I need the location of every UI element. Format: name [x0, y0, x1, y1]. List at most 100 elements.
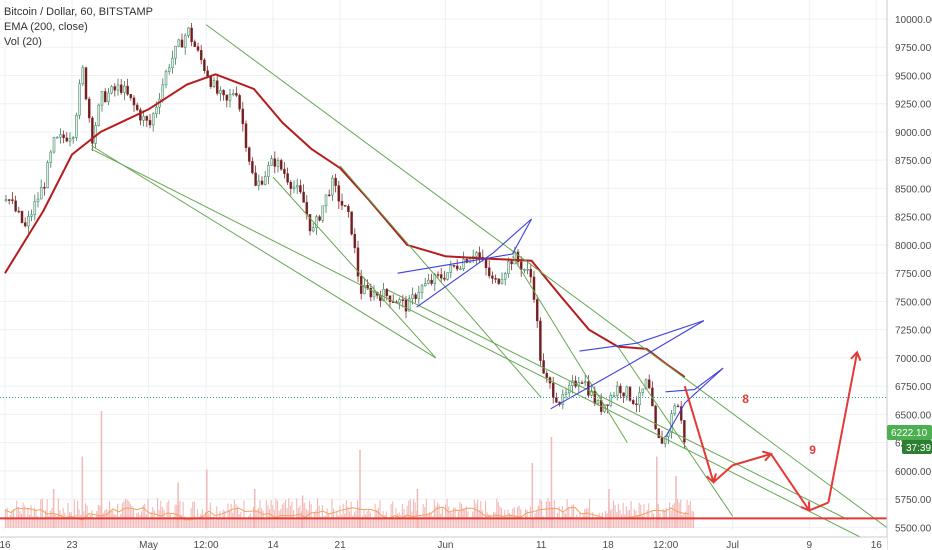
candle-body [251, 161, 254, 174]
volume-bar [643, 503, 645, 528]
volume-bar [387, 519, 389, 528]
volume-bar [245, 518, 247, 528]
volume-bar [433, 499, 435, 528]
candle-body [148, 120, 152, 126]
volume-bar [541, 500, 543, 528]
projection-segment [827, 352, 859, 503]
candle-body [503, 273, 507, 280]
candle-body [247, 147, 251, 162]
candle-body [171, 57, 174, 69]
volume-bar [291, 501, 293, 528]
volume-bar [285, 499, 287, 528]
volume-bar [558, 506, 560, 528]
candle-body [129, 93, 133, 99]
volume-bar [21, 513, 23, 528]
volume-bar [213, 516, 215, 528]
volume-bar [483, 518, 485, 528]
y-tick-label: 6750.00 [895, 382, 932, 393]
volume-bar [67, 502, 69, 528]
volume-bar [576, 514, 578, 528]
volume-bar [246, 518, 248, 528]
candle-body [119, 84, 123, 93]
volume-bar [237, 505, 239, 528]
x-tick-label: Jun [437, 540, 453, 550]
volume-bar [366, 511, 368, 528]
volume-bar [136, 512, 138, 528]
volume-bar [488, 514, 490, 528]
volume-bar [113, 514, 115, 528]
volume-bar [635, 510, 637, 528]
volume-bar [16, 500, 18, 528]
volume-bar [185, 519, 187, 528]
candle-body [142, 116, 145, 121]
volume-bar [393, 519, 395, 528]
volume-spike [608, 489, 610, 528]
volume-bar [168, 500, 170, 528]
y-tick-label: 9750.00 [895, 43, 932, 54]
volume-bar [649, 518, 651, 528]
volume-bar [160, 500, 162, 528]
y-tick-label: 6500.00 [895, 410, 932, 421]
volume-bar [521, 517, 523, 528]
volume-bar [131, 505, 133, 528]
candle-body [132, 97, 136, 106]
candle-body [30, 214, 33, 217]
volume-bar [169, 514, 171, 528]
volume-bar [397, 513, 399, 528]
candle-body [292, 186, 296, 189]
volume-bar [208, 513, 210, 528]
price-tag [887, 425, 932, 440]
volume-bar [544, 519, 546, 528]
volume-bar [678, 502, 680, 528]
volume-bar [573, 504, 575, 528]
rising-wedge-line [416, 218, 532, 308]
candle-body [212, 80, 216, 88]
volume-spike [301, 495, 304, 528]
candle-body [222, 89, 225, 96]
legend-volume[interactable]: Vol (20) [4, 36, 42, 48]
trend-channel-line [512, 255, 628, 443]
volume-bar [203, 518, 205, 528]
candle-body [180, 39, 184, 48]
legend-title[interactable]: Bitcoin / Dollar, 60, BITSTAMP [4, 6, 153, 18]
candle-body [71, 137, 75, 139]
candle-body [14, 200, 17, 212]
volume-bar [141, 511, 143, 528]
volume-bar [411, 511, 413, 528]
candle-body [596, 400, 600, 404]
time-axis-bg [0, 537, 887, 550]
volume-bar [374, 503, 376, 528]
volume-bar [144, 503, 146, 528]
volume-bar [582, 514, 584, 528]
volume-bar [150, 512, 152, 528]
candle-body [487, 267, 491, 277]
volume-bar [19, 510, 21, 528]
volume-bar [555, 519, 557, 528]
candle-body [414, 294, 417, 299]
volume-bar [349, 511, 351, 528]
grid [0, 0, 887, 530]
volume-bar [139, 515, 141, 528]
volume-bar [193, 501, 195, 528]
volume-bar [225, 519, 227, 528]
volume-bar [86, 505, 88, 528]
volume-bar [534, 513, 536, 528]
volume-bar [353, 512, 355, 528]
volume-bar [329, 519, 331, 528]
price-axis-bg [887, 0, 932, 550]
volume-bar [456, 517, 458, 528]
volume-bar [472, 511, 474, 528]
volume-bar [301, 511, 303, 528]
volume-spike [177, 482, 179, 528]
candle-body [532, 276, 536, 300]
volume-bar [134, 519, 136, 528]
candle-body [443, 277, 446, 280]
candle-body [311, 227, 315, 232]
volume-bar [657, 504, 659, 528]
volume-spike [531, 463, 534, 528]
candle-body [580, 382, 584, 384]
projection-arrowhead [850, 350, 862, 361]
legend-ema[interactable]: EMA (200, close) [4, 21, 88, 33]
candle-body [39, 187, 43, 200]
